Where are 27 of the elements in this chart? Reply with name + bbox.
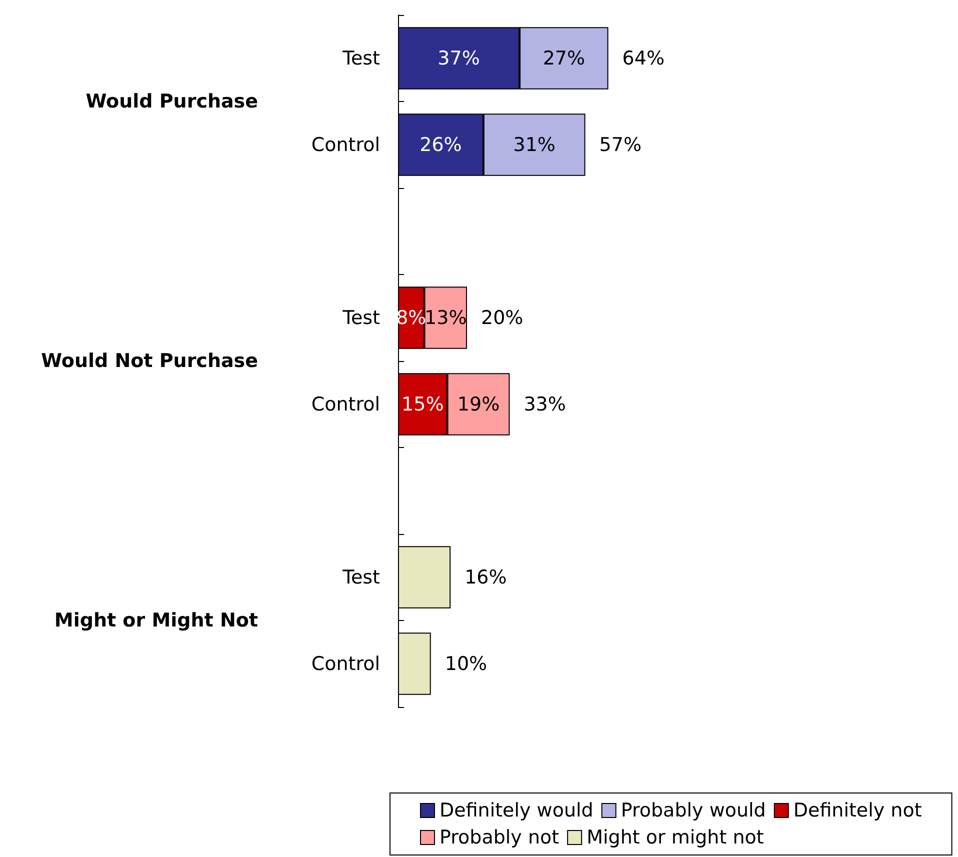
y-tick-label: Test	[342, 306, 380, 329]
text: Would Purchase	[86, 90, 258, 112]
y-tick-label: Control	[311, 652, 380, 675]
y-tick-label: Test	[342, 566, 380, 588]
text: Might or Might Not	[54, 610, 258, 632]
total-label: 57%	[599, 134, 642, 156]
data-label: 19%	[457, 393, 500, 416]
data-label: 13%	[424, 306, 467, 329]
text: Would Not Purchase	[41, 350, 258, 372]
total-label: 10%	[444, 652, 488, 675]
legend-label: Definitely would	[440, 800, 594, 822]
total-label: 20%	[481, 306, 524, 329]
total-label: 16%	[464, 566, 507, 588]
legend-label: Probably would	[620, 800, 766, 822]
total-label: 33%	[524, 393, 566, 416]
legend-label: Definitely not	[793, 800, 922, 822]
data-label: 27%	[542, 47, 586, 70]
legend-label: Might or might not	[586, 826, 764, 848]
data-label: 26%	[420, 134, 462, 156]
y-tick-label: Control	[311, 134, 380, 156]
data-label: 15%	[402, 393, 444, 416]
data-label: 31%	[513, 134, 556, 156]
y-tick-label: Test	[342, 47, 380, 70]
legend-label: Probably not	[440, 826, 560, 848]
total-label: 64%	[622, 47, 665, 70]
y-tick-label: Control	[311, 393, 380, 416]
data-label: 37%	[438, 47, 480, 70]
